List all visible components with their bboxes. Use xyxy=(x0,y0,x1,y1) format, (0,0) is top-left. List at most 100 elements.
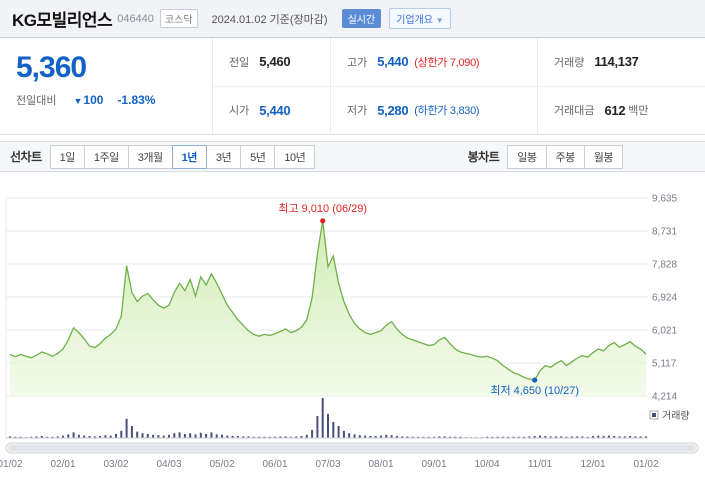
volume-bar xyxy=(46,436,49,438)
volume-bar xyxy=(395,436,398,438)
x-axis-label: 07/03 xyxy=(315,459,340,470)
chevron-down-icon: ▼ xyxy=(435,16,444,25)
volume-bar xyxy=(183,434,186,438)
high-marker-dot xyxy=(320,218,326,224)
high-price-label: 고가 xyxy=(347,56,368,69)
volume-bar xyxy=(252,436,255,438)
upper-limit: (상한가 7,090) xyxy=(414,56,480,69)
tab-주봉[interactable]: 주봉 xyxy=(545,144,585,169)
volume-bar xyxy=(422,436,425,438)
volume-legend-icon xyxy=(652,413,656,417)
open-price-value: 5,440 xyxy=(259,102,291,118)
volume-bar xyxy=(279,436,282,438)
price-area xyxy=(10,220,646,396)
volume-bar xyxy=(565,436,568,438)
volume-bar xyxy=(380,435,382,438)
volume-bar xyxy=(115,434,117,438)
stock-name: KG모빌리언스 xyxy=(12,11,113,30)
tab-1주일[interactable]: 1주일 xyxy=(83,144,129,169)
trade-amount-label: 거래대금 xyxy=(554,105,595,118)
change-amount: 100 xyxy=(83,93,104,107)
line-chart-label: 선차트 xyxy=(10,150,42,164)
volume-bar xyxy=(30,436,33,438)
volume-bar xyxy=(221,434,223,438)
volume-bar xyxy=(570,436,573,438)
volume-bar xyxy=(120,430,123,438)
volume-bar xyxy=(629,436,632,438)
volume-bar xyxy=(517,436,520,438)
volume-bar xyxy=(141,433,144,438)
volume-bar xyxy=(411,436,414,438)
volume-bar xyxy=(645,436,647,438)
x-axis-label: 09/01 xyxy=(421,459,446,470)
volume-bar xyxy=(146,434,149,438)
tab-월봉[interactable]: 월봉 xyxy=(583,144,623,169)
open-price-label: 시가 xyxy=(229,105,250,118)
tab-일봉[interactable]: 일봉 xyxy=(507,144,547,169)
y-axis-label: 6,924 xyxy=(652,293,677,304)
low-price-value: 5,280 xyxy=(377,102,409,118)
line-chart-tabs: 1일 1주일 3개월 1년 3년 5년 10년 xyxy=(49,144,316,169)
x-axis-label: 03/02 xyxy=(103,459,128,470)
volume-bar xyxy=(189,433,192,438)
trade-amount-value: 612 xyxy=(604,102,626,118)
down-arrow-icon: ▼ xyxy=(73,96,83,106)
volume-bar xyxy=(295,436,298,438)
lower-limit: (하한가 3,830) xyxy=(414,105,480,118)
volume-bar xyxy=(231,436,234,438)
y-axis-label: 7,828 xyxy=(652,260,677,271)
volume-bar xyxy=(401,436,404,438)
volume-bar xyxy=(152,434,155,438)
volume-bar xyxy=(523,436,526,438)
x-axis-label: 04/03 xyxy=(156,459,181,470)
volume-bar xyxy=(364,435,367,438)
volume-bar xyxy=(205,434,208,438)
volume-bar xyxy=(576,436,579,438)
volume-bar xyxy=(210,432,213,438)
high-price-row: 고가 5,440 (상한가 7,090) xyxy=(331,38,537,87)
tab-1년[interactable]: 1년 xyxy=(171,144,207,169)
tab-10년[interactable]: 10년 xyxy=(274,144,316,169)
candle-chart-tabs: 일봉 주봉 월봉 xyxy=(507,144,623,169)
low-price-label: 저가 xyxy=(347,105,368,118)
volume-bar xyxy=(427,436,430,438)
volume-bar xyxy=(607,435,610,438)
volume-bar xyxy=(586,436,589,438)
volume-bar xyxy=(454,436,457,438)
volume-bar xyxy=(130,426,133,438)
prev-open-column: 전일 5,460 시가 5,440 xyxy=(212,38,330,134)
y-axis-label: 4,214 xyxy=(652,392,677,403)
tab-1일[interactable]: 1일 xyxy=(49,144,85,169)
realtime-button[interactable]: 실시간 xyxy=(341,9,382,28)
chart-toolbar: 선차트 1일 1주일 3개월 1년 3년 5년 10년 봉차트 일봉 주봉 월봉 xyxy=(0,141,705,172)
volume-bar xyxy=(448,436,451,438)
volume-bar xyxy=(109,435,112,438)
volume-bar xyxy=(581,436,584,438)
volume-bar xyxy=(496,436,499,438)
volume-bar xyxy=(623,436,626,438)
volume-bar xyxy=(242,436,245,438)
candle-chart-label: 봉차트 xyxy=(467,150,500,164)
volume-bar xyxy=(512,436,515,438)
chart-scrollbar-handle[interactable] xyxy=(9,445,695,451)
company-overview-button[interactable]: 기업개요 ▼ xyxy=(389,8,451,29)
tab-5년[interactable]: 5년 xyxy=(240,144,276,169)
volume-bar xyxy=(321,398,324,438)
volume-bar xyxy=(385,434,388,438)
volume-bar xyxy=(274,436,276,438)
x-axis-label: 08/01 xyxy=(368,459,393,470)
low-price-row: 저가 5,280 (하한가 3,830) xyxy=(331,87,537,135)
price-line xyxy=(9,220,647,381)
volume-bar xyxy=(19,436,22,438)
volume-bar xyxy=(348,433,351,438)
tab-3개월[interactable]: 3개월 xyxy=(127,144,173,169)
tab-3년[interactable]: 3년 xyxy=(205,144,242,169)
volume-bar xyxy=(77,434,80,438)
volume-bar xyxy=(194,434,197,438)
x-axis-label: 05/02 xyxy=(209,459,234,470)
y-axis-label: 5,117 xyxy=(652,359,677,370)
volume-bar xyxy=(327,414,329,438)
high-annotation: 최고 9,010 (06/29) xyxy=(278,202,367,215)
volume-bar xyxy=(268,436,271,438)
overview-label: 기업개요 xyxy=(396,15,433,26)
